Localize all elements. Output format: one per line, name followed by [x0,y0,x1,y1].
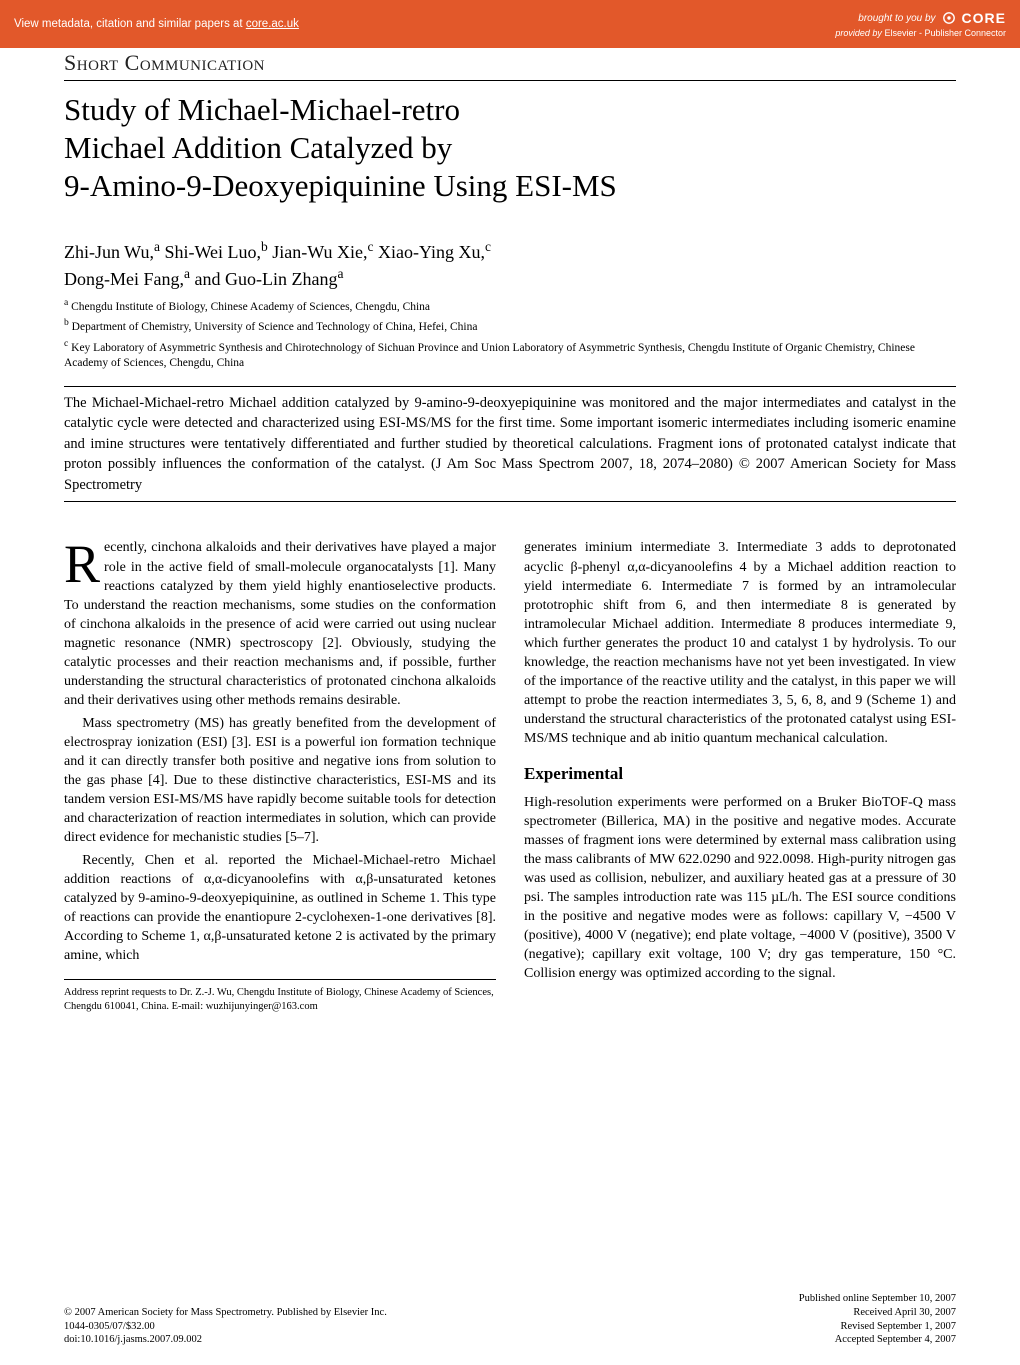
core-logo-line: brought to you by CORE [835,10,1006,26]
revised-line: Revised September 1, 2007 [799,1320,956,1334]
page-footer: © 2007 American Society for Mass Spectro… [64,1292,956,1347]
body-p2: Mass spectrometry (MS) has greatly benef… [64,714,496,847]
doi-line: doi:10.1016/j.jasms.2007.09.002 [64,1333,387,1347]
footer-right: Published online September 10, 2007 Rece… [799,1292,956,1347]
issn-price-line: 1044-0305/07/$32.00 [64,1320,387,1334]
article-title: Study of Michael-Michael-retro Michael A… [64,91,956,204]
core-link[interactable]: core.ac.uk [246,18,299,30]
repository-banner: View metadata, citation and similar pape… [0,0,1020,48]
top-rule [64,80,956,81]
body-p5: High-resolution experiments were perform… [524,793,956,983]
provided-by: provided by Elsevier - Publisher Connect… [835,28,1006,38]
page-content: Short Communication Study of Michael-Mic… [0,48,1020,1013]
dropcap: R [64,538,104,589]
body-p3: Recently, Chen et al. reported the Micha… [64,851,496,965]
abstract-text: The Michael-Michael-retro Michael additi… [64,393,956,496]
section-label: Short Communication [64,50,956,76]
accepted-line: Accepted September 4, 2007 [799,1333,956,1347]
banner-left: View metadata, citation and similar pape… [14,18,299,30]
experimental-heading: Experimental [524,762,956,785]
body-p1: Recently, cinchona alkaloids and their d… [64,538,496,709]
core-logo-text: CORE [962,10,1006,26]
body-p4: generates iminium intermediate 3. Interm… [524,538,956,747]
abstract-rule-bottom [64,501,956,502]
pub-online-line: Published online September 10, 2007 [799,1292,956,1306]
banner-pretext: View metadata, citation and similar pape… [14,18,246,30]
reprint-footnote: Address reprint requests to Dr. Z.-J. Wu… [64,979,496,1013]
affiliation-b: b Department of Chemistry, University of… [64,317,956,335]
abstract-block: The Michael-Michael-retro Michael additi… [64,386,956,503]
affiliation-c: c Key Laboratory of Asymmetric Synthesis… [64,338,956,372]
body-columns: Recently, cinchona alkaloids and their d… [64,538,956,1013]
received-line: Received April 30, 2007 [799,1306,956,1320]
author-list: Zhi-Jun Wu,a Shi-Wei Luo,b Jian-Wu Xie,c… [64,238,956,291]
affiliation-a: a Chengdu Institute of Biology, Chinese … [64,297,956,315]
footer-left: © 2007 American Society for Mass Spectro… [64,1306,387,1347]
abstract-rule-top [64,386,956,387]
brought-by-text: brought to you by [858,13,935,24]
copyright-line: © 2007 American Society for Mass Spectro… [64,1306,387,1320]
banner-right: brought to you by CORE provided by Elsev… [835,10,1006,38]
core-icon [942,11,956,25]
